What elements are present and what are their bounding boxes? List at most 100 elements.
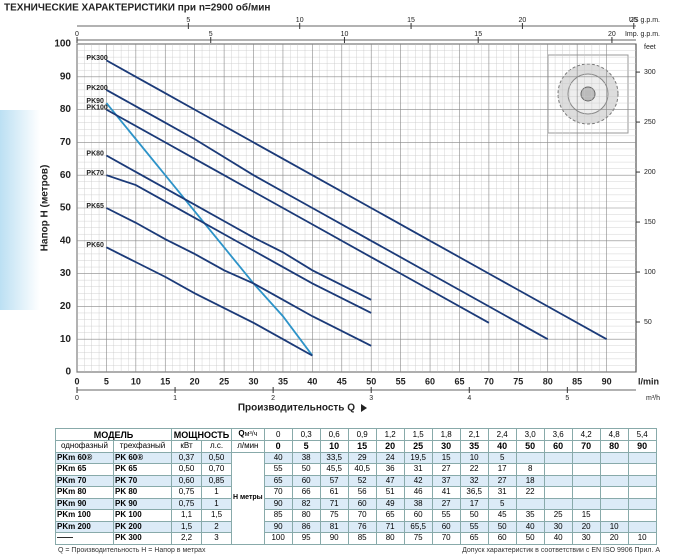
h-cell: 29 [347,451,377,464]
curve [106,207,372,347]
scale-tick-label: 20 [608,31,616,38]
y2-tick-label: 50 [644,319,652,326]
h-cell: 45 [487,509,517,522]
empty-cell [627,474,657,487]
y-axis-title: Напор H (метров) [40,165,51,252]
series-label: PK100 [86,104,108,111]
h-cell: 37 [431,474,461,487]
impeller-inset [547,54,629,134]
power-cell: 0,60 [171,474,202,487]
series-label: PK65 [86,203,104,210]
h-cell: 75 [319,509,349,522]
curve [105,89,549,340]
y2-unit: feet [644,44,656,51]
empty-cell [599,474,629,487]
h-cell: 36 [375,463,405,476]
power-cell: 0,70 [201,463,232,476]
h-cell: 76 [347,520,377,533]
x-tick-label: 10 [131,376,141,386]
q-lmin: 50 [515,440,545,453]
empty-cell [627,509,657,522]
series-label: PK60 [86,242,104,249]
h-cell: 46 [403,486,433,499]
subheader-cell: л.с. [201,440,232,453]
curve [105,102,314,357]
empty-cell [599,497,629,510]
model-cell: PK 90 [113,497,172,510]
power-cell: 1 [201,497,232,510]
x-tick-label: 65 [454,376,464,386]
x-tick-label: 0 [74,376,79,386]
empty-cell [571,474,601,487]
h-cell: 47 [375,474,405,487]
h-cell: 38 [403,497,433,510]
h-cell: 75 [403,532,433,545]
h-cell: 22 [459,463,489,476]
h-cell: 55 [263,463,293,476]
h-cell: 70 [263,486,293,499]
h-cell: 31 [403,463,433,476]
h-cell: 60 [403,509,433,522]
series-label: PK90 [86,98,104,105]
curve [105,154,372,301]
q-m3h: 5,4 [627,428,657,441]
h-cell: 95 [291,532,321,545]
model-cell: PKm 65 [55,463,114,476]
x-tick-label: 30 [249,376,259,386]
h-cell: 20 [571,520,601,533]
x-tick-label: 55 [396,376,406,386]
scale-tick-label: 5 [209,31,213,38]
model-cell: PK 65 [113,463,172,476]
h-cell: 5 [487,451,517,464]
h-cell: 55 [459,520,489,533]
power-cell: 0,75 [171,497,202,510]
model-cell: PKm 100 [55,509,114,522]
h-cell: 22 [515,486,545,499]
x-axis-title: Производительность Q [238,403,355,414]
arrow [361,404,367,412]
header-cell: Qм³/ч [231,428,265,441]
y-tick-label: 30 [60,268,72,279]
h-label: H метры [231,451,265,545]
x-tick-label: 45 [337,376,347,386]
q-lmin: 90 [627,440,657,453]
h-cell: 49 [375,497,405,510]
empty-cell [543,474,573,487]
scale-tick-label: 2 [271,395,275,402]
scale-tick-label: 15 [474,31,482,38]
q-m3h: 3,0 [515,428,545,441]
model-cell: PK 300 [113,532,172,545]
y2-tick-label: 100 [644,269,656,276]
q-lmin: 70 [571,440,601,453]
model-cell: PKm 90 [55,497,114,510]
h-cell: 61 [319,486,349,499]
x-tick-label: 35 [278,376,288,386]
x-tick-label: 60 [425,376,435,386]
h-cell: 40 [263,451,293,464]
h-cell: 15 [571,509,601,522]
h-cell: 10 [459,451,489,464]
h-cell: 50 [487,520,517,533]
power-cell: 0,85 [201,474,232,487]
series-label: PK80 [86,150,104,157]
scale-tick-label: 15 [407,17,415,24]
h-cell: 30 [543,520,573,533]
x-tick-label: 85 [572,376,582,386]
curve [105,108,490,324]
h-cell: 60 [291,474,321,487]
h-cell: 10 [627,532,657,545]
h-cell: 40,5 [347,463,377,476]
model-cell: —— [55,532,114,545]
footer-right: Допуск характеристик в соответствии с EN… [462,547,660,554]
h-cell: 52 [347,474,377,487]
h-cell: 71 [375,520,405,533]
h-cell: 31 [487,486,517,499]
q-m3h: 3,6 [543,428,573,441]
power-cell: 0,50 [171,463,202,476]
x-tick-label: 70 [484,376,494,386]
model-cell: PK 100 [113,509,172,522]
q-lmin: 35 [459,440,489,453]
model-cell: PKm 70 [55,474,114,487]
x-tick-label: 20 [190,376,200,386]
